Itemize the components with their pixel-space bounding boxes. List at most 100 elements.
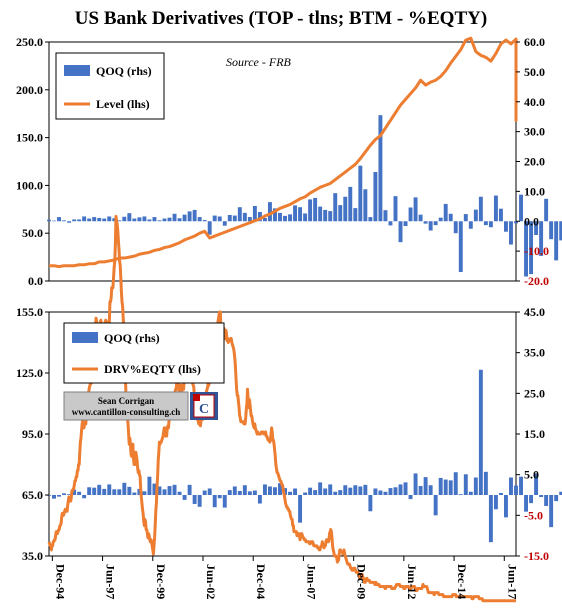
qoq-bar — [498, 208, 503, 222]
x-tick-label: Dec-04 — [254, 564, 268, 599]
qoq-bar — [333, 491, 338, 495]
qoq-bar — [67, 494, 72, 495]
qoq-bar — [308, 199, 313, 222]
qoq-bar — [529, 495, 534, 504]
qoq-bar — [534, 473, 539, 495]
qoq-bar — [127, 213, 132, 222]
qoq-bar — [262, 484, 267, 495]
qoq-bar — [197, 217, 202, 222]
top-legend-bar-label: QOQ (rhs) — [96, 64, 152, 78]
left-tick-label: 155.0 — [16, 305, 43, 319]
credit-background — [63, 391, 189, 421]
qoq-bar — [162, 218, 167, 222]
chart-title: US Bank Derivatives (TOP - tlns; BTM - %… — [74, 8, 488, 29]
qoq-bar — [544, 198, 549, 222]
top-legend-box — [55, 52, 165, 120]
qoq-bar — [483, 221, 488, 226]
qoq-bar — [252, 490, 257, 495]
left-tick-label: 95.0 — [22, 427, 43, 441]
qoq-bar — [313, 197, 318, 222]
qoq-bar — [87, 218, 92, 222]
qoq-bar — [192, 495, 197, 504]
x-tick-label: Jun-02 — [204, 564, 218, 599]
left-tick-label: 35.0 — [22, 549, 43, 563]
qoq-bar — [92, 487, 97, 495]
bottom-left-axis-ticks: 155.0 125.0 95.0 65.0 35.0 — [16, 305, 49, 563]
qoq-bar — [504, 221, 508, 232]
qoq-bar — [57, 217, 61, 222]
qoq-bar — [97, 484, 102, 495]
qoq-bar — [72, 219, 77, 222]
right-tick-label: -20.0 — [524, 274, 549, 288]
qoq-bar — [227, 214, 232, 222]
qoq-bar — [458, 221, 463, 273]
qoq-bar — [247, 491, 252, 495]
right-tick-label: -10.0 — [524, 244, 549, 258]
qoq-bar — [438, 477, 443, 495]
qoq-bar — [207, 221, 212, 235]
right-tick-label: 0.0 — [524, 214, 539, 228]
qoq-bar — [112, 218, 117, 222]
qoq-bar — [498, 492, 503, 495]
right-tick-label: 5.0 — [524, 468, 539, 482]
bottom-legend-line-label: DRV%EQTY (lhs) — [104, 362, 201, 376]
qoq-bar — [212, 215, 217, 222]
qoq-bar — [509, 221, 513, 245]
qoq-bar — [47, 219, 51, 222]
qoq-bar — [187, 484, 192, 495]
qoq-bar — [473, 209, 478, 222]
qoq-bar — [288, 491, 292, 495]
qoq-bar — [549, 221, 554, 240]
right-tick-label: 40.0 — [524, 95, 545, 109]
credit-site: www.cantillon-consulting.ch — [72, 407, 181, 417]
qoq-bar — [408, 207, 413, 222]
right-tick-label: 50.0 — [524, 65, 545, 79]
qoq-bar — [172, 213, 177, 222]
qoq-bar — [428, 485, 433, 495]
left-tick-label: 250.0 — [16, 35, 43, 49]
qoq-bar — [418, 486, 423, 495]
qoq-bar — [423, 221, 428, 224]
qoq-bar — [117, 489, 122, 495]
qoq-bar — [398, 221, 403, 243]
qoq-bar — [353, 485, 358, 495]
qoq-bar — [468, 221, 473, 229]
qoq-bar — [524, 221, 528, 277]
qoq-bar — [77, 491, 82, 495]
qoq-bar — [554, 221, 559, 261]
x-tick-label: Dec-09 — [355, 564, 369, 599]
bottom-bar-series — [47, 369, 562, 543]
qoq-bar — [468, 491, 473, 495]
qoq-bar — [298, 207, 303, 222]
qoq-bar — [488, 221, 493, 228]
qoq-bar — [147, 476, 152, 495]
qoq-bar — [388, 221, 393, 226]
qoq-bar — [358, 165, 363, 222]
qoq-bar — [273, 487, 277, 495]
top-bar-series — [47, 115, 562, 277]
qoq-bar — [278, 212, 282, 222]
left-tick-label: 50.0 — [22, 226, 43, 240]
qoq-bar — [172, 484, 177, 495]
qoq-bar — [544, 495, 549, 506]
right-tick-label: 35.0 — [524, 346, 545, 360]
qoq-bar — [378, 115, 383, 222]
qoq-bar — [408, 495, 413, 500]
qoq-bar — [483, 471, 488, 495]
credit-logo-flag — [193, 394, 200, 401]
qoq-bar — [262, 217, 267, 222]
qoq-bar — [157, 220, 162, 222]
qoq-bar — [62, 493, 67, 495]
qoq-bar — [217, 216, 222, 222]
qoq-bar — [257, 495, 262, 504]
qoq-bar — [383, 491, 388, 495]
level-line — [49, 36, 518, 269]
qoq-bar — [559, 221, 562, 241]
qoq-bar — [147, 219, 152, 222]
qoq-bar — [348, 186, 353, 222]
qoq-bar — [202, 490, 207, 495]
right-tick-label: -15.0 — [524, 549, 549, 563]
qoq-bar — [303, 492, 308, 495]
x-tick-label: Jun-12 — [405, 564, 419, 599]
qoq-bar — [493, 195, 498, 222]
